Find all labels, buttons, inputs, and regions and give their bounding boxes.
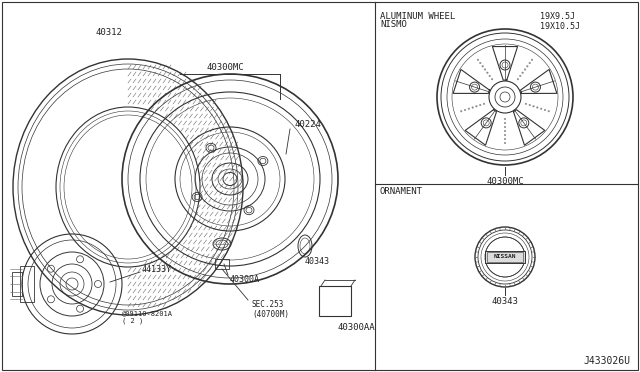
Circle shape [504, 142, 506, 144]
Circle shape [529, 62, 531, 64]
Text: ALUMINUM WHEEL: ALUMINUM WHEEL [380, 12, 455, 21]
Bar [20, 266, 34, 302]
Bar [485, 251, 525, 263]
Circle shape [504, 122, 506, 124]
Circle shape [504, 134, 506, 136]
Text: ORNAMENT: ORNAMENT [380, 187, 423, 196]
Circle shape [540, 108, 542, 109]
Circle shape [476, 106, 477, 107]
Circle shape [544, 109, 546, 111]
Circle shape [520, 75, 521, 77]
Bar [12, 272, 22, 296]
Circle shape [522, 72, 524, 74]
Circle shape [486, 72, 488, 74]
Circle shape [472, 107, 474, 108]
Circle shape [536, 107, 538, 108]
Text: 44133Y: 44133Y [142, 264, 172, 273]
Text: 40300AA: 40300AA [338, 323, 376, 332]
Circle shape [525, 103, 527, 105]
Circle shape [504, 130, 506, 132]
Text: SEC.253
(40700M): SEC.253 (40700M) [252, 300, 289, 320]
Circle shape [517, 78, 519, 80]
Circle shape [477, 59, 479, 61]
Circle shape [504, 118, 506, 120]
Circle shape [464, 109, 466, 111]
Circle shape [468, 108, 470, 109]
Text: 40224: 40224 [295, 119, 322, 128]
Circle shape [484, 69, 486, 70]
Circle shape [524, 69, 526, 70]
Circle shape [532, 106, 534, 107]
Text: NISSAN: NISSAN [493, 254, 516, 260]
Bar [319, 286, 351, 316]
Circle shape [527, 65, 528, 67]
Circle shape [489, 75, 490, 77]
Text: 40312: 40312 [95, 28, 122, 36]
Text: @09110-8201A
( 2 ): @09110-8201A ( 2 ) [122, 310, 173, 324]
Circle shape [504, 138, 506, 140]
Text: 40343: 40343 [305, 257, 330, 266]
Circle shape [548, 110, 550, 112]
Text: 40300MC: 40300MC [486, 176, 524, 186]
Text: J433026U: J433026U [583, 356, 630, 366]
Circle shape [492, 78, 493, 80]
Text: 40300A: 40300A [230, 275, 260, 283]
Circle shape [529, 104, 531, 106]
Text: 19X9.5J
19X10.5J: 19X9.5J 19X10.5J [540, 12, 580, 31]
Bar [215, 259, 229, 269]
Text: NISMO: NISMO [380, 20, 407, 29]
Circle shape [531, 59, 533, 61]
Circle shape [460, 110, 462, 112]
Text: 40343: 40343 [492, 296, 518, 305]
Circle shape [504, 126, 506, 128]
Circle shape [483, 103, 485, 105]
Circle shape [479, 62, 481, 64]
Text: 40300MC: 40300MC [206, 62, 244, 71]
Circle shape [479, 104, 481, 106]
Bar [487, 252, 523, 262]
Circle shape [482, 65, 483, 67]
